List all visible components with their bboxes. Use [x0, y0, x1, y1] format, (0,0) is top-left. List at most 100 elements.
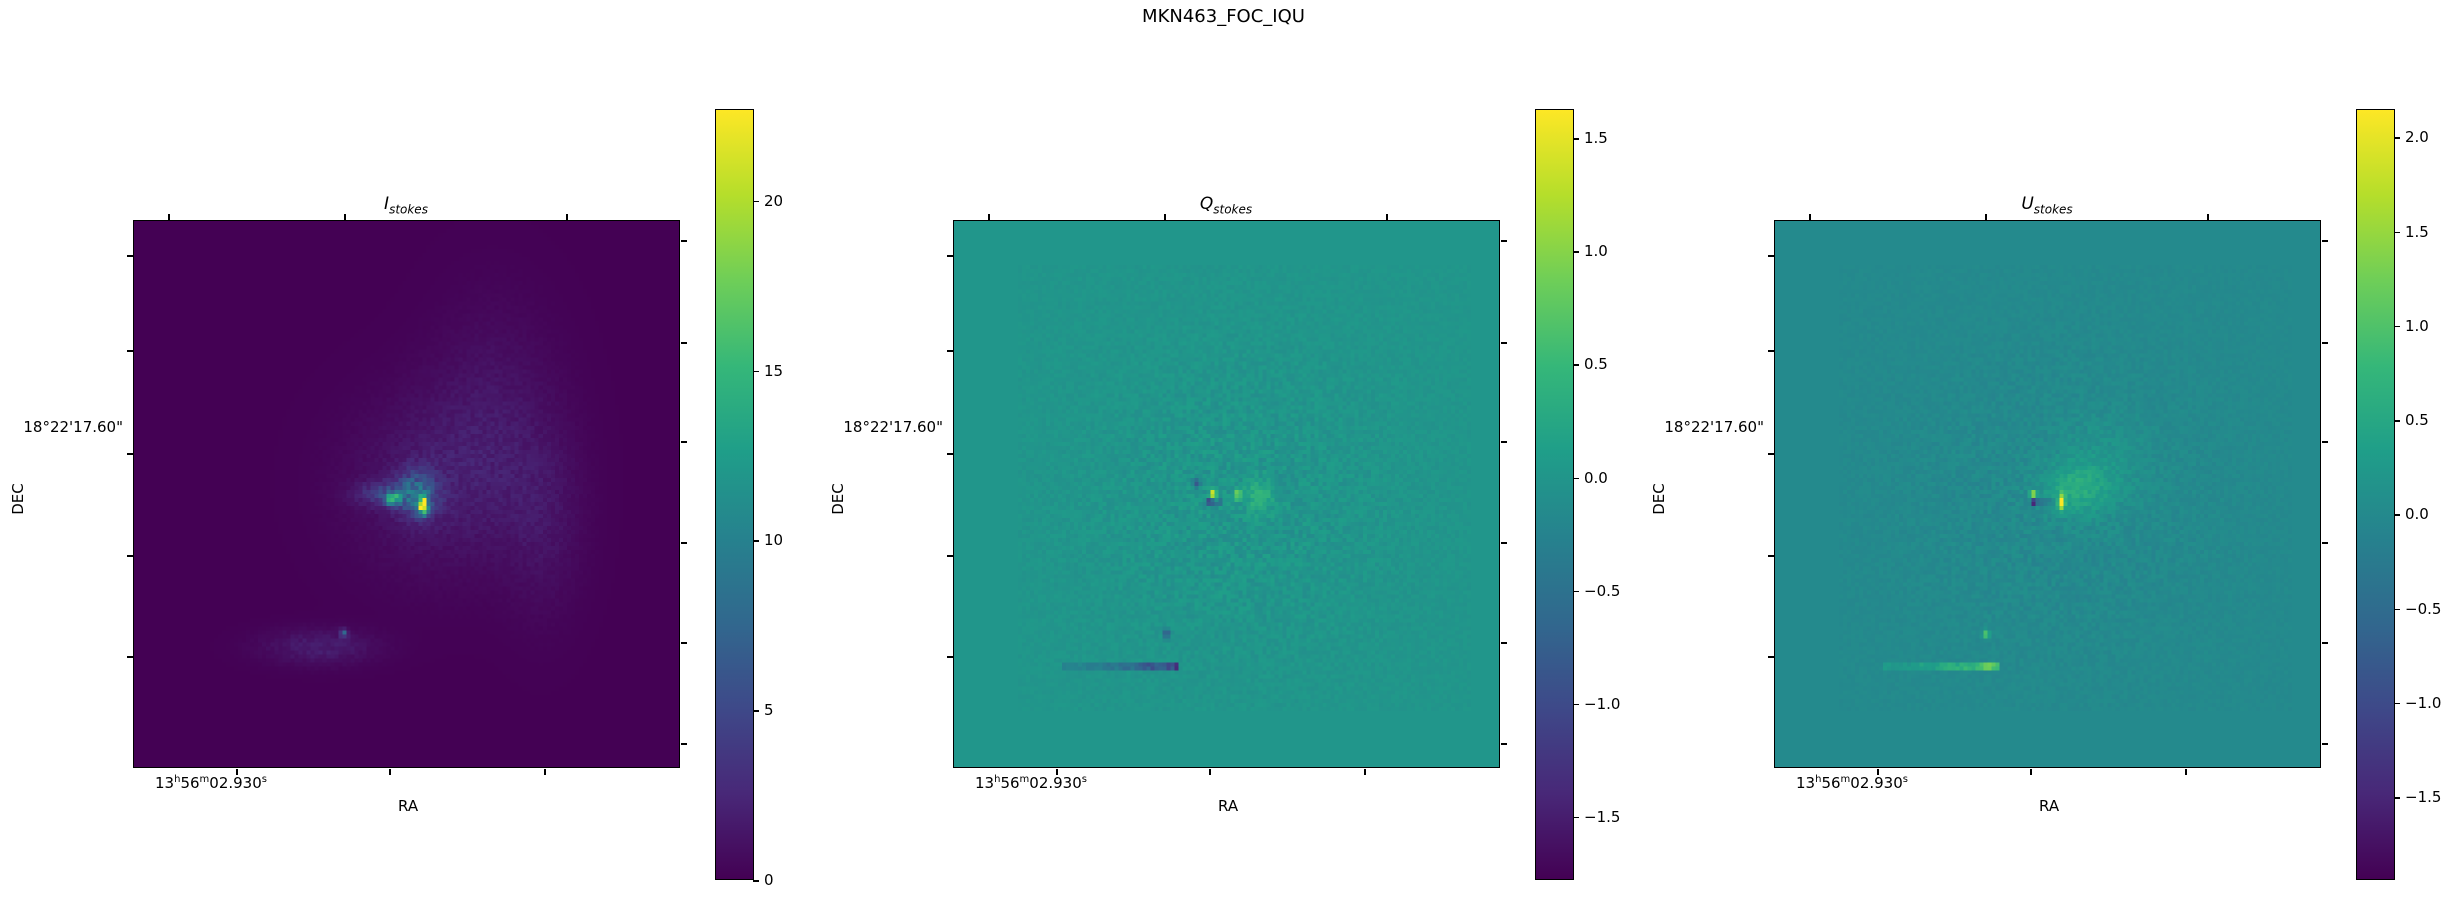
dec-tick-left	[947, 453, 953, 455]
image-axes[interactable]	[127, 214, 687, 775]
stokes-image[interactable]	[954, 221, 1499, 767]
colorbar-tick-label: 20	[764, 191, 784, 210]
colorbar-tick	[1573, 364, 1579, 366]
colorbar-tick	[1573, 703, 1579, 706]
colorbar-tick-label: −1.5	[2405, 788, 2442, 807]
dec-tick-right	[1501, 542, 1507, 544]
colorbar-tick	[2394, 231, 2400, 234]
colorbar-tick	[2394, 797, 2400, 799]
colorbar-tick-label: 10	[764, 531, 784, 550]
ra-tick-top	[1386, 214, 1388, 220]
panel-title: Ustokes	[1897, 194, 2197, 216]
ra-tick-top	[344, 214, 346, 220]
dec-tick-right	[1501, 642, 1507, 644]
dec-tick-right	[2322, 642, 2328, 644]
stokes-image[interactable]	[1775, 221, 2320, 767]
ra-tick-bottom	[1364, 769, 1366, 775]
colorbar-tick	[2394, 702, 2400, 705]
dec-tick-left	[947, 656, 953, 658]
panel-title-sub: stokes	[1213, 202, 1253, 217]
dec-tick-left	[127, 656, 133, 658]
ra-tick-bottom	[1209, 769, 1211, 775]
ra-tick-bottom	[389, 769, 391, 775]
colorbar-tick	[1573, 251, 1579, 253]
ra-tick-top	[1985, 214, 1987, 220]
colorbar: 0 5 10 15 20	[715, 109, 783, 889]
ra-tick-bottom	[544, 769, 546, 775]
dec-tick-left	[127, 350, 133, 352]
panel-title: Istokes	[256, 194, 556, 216]
colorbar-tick	[753, 540, 759, 542]
panel-title-base: I	[384, 194, 390, 214]
dec-tick-right	[2322, 342, 2328, 344]
ra-tick-top	[2207, 214, 2209, 220]
colorbar-tick	[1573, 590, 1579, 593]
panel-title-base: U	[2021, 194, 2034, 214]
panel-title-sub: stokes	[2033, 202, 2073, 217]
colorbar-tick	[2394, 420, 2400, 422]
dec-tick-right	[1501, 743, 1507, 745]
colorbar-tick-label: 1.0	[1584, 242, 1608, 261]
dec-tick-left	[1768, 350, 1774, 352]
colorbar-tick-label: −1.0	[1584, 694, 1621, 713]
dec-tick-label: 18°22'17.60"	[1664, 418, 1764, 436]
dec-tick-left	[947, 555, 953, 557]
ra-tick-top	[168, 214, 170, 220]
colorbar-tick-label: 5	[764, 701, 774, 720]
dec-tick-right	[1501, 342, 1507, 344]
colorbar-tick-label: −0.5	[1584, 581, 1621, 600]
colorbar-tick	[753, 710, 759, 712]
dec-tick-right	[1501, 441, 1507, 443]
ra-tick-label: 13h56m02.930s	[975, 774, 1087, 792]
colorbar-tick-label: 1.5	[1584, 129, 1608, 148]
ra-tick-top	[1809, 214, 1811, 220]
dec-tick-left	[947, 255, 953, 257]
image-axes[interactable]	[1768, 214, 2328, 775]
dec-tick-right	[2322, 743, 2328, 745]
colorbar-tick-label: 0.5	[2405, 411, 2429, 430]
dec-tick-left	[1768, 453, 1774, 455]
dec-tick-label: 18°22'17.60"	[23, 418, 123, 436]
dec-tick-right	[1501, 240, 1507, 242]
colorbar-tick	[2394, 514, 2400, 516]
colorbar-tick-label: 1.5	[2405, 222, 2429, 241]
ra-tick-bottom	[1056, 769, 1058, 775]
ra-tick-bottom	[1877, 769, 1879, 775]
image-axes[interactable]	[947, 214, 1507, 775]
colorbar-tick-label: 0.0	[2405, 505, 2429, 524]
dec-tick-left	[1768, 255, 1774, 257]
colorbar-tick	[2394, 137, 2400, 139]
colorbar-tick	[1573, 477, 1579, 480]
dec-tick-right	[681, 743, 687, 745]
dec-tick-left	[1768, 656, 1774, 658]
dec-axis-label: DEC	[1649, 483, 1668, 515]
colorbar-tick-label: −1.0	[2405, 693, 2442, 712]
dec-tick-left	[127, 453, 133, 455]
panel-title-base: Q	[1199, 194, 1214, 214]
dec-tick-left	[127, 555, 133, 557]
stokes-image[interactable]	[134, 221, 679, 767]
colorbar-tick	[2394, 325, 2400, 328]
ra-axis-label: RA	[398, 797, 419, 815]
ra-tick-label: 13h56m02.930s	[155, 774, 267, 792]
colorbar-tick-label: 15	[764, 361, 784, 380]
dec-tick-right	[681, 542, 687, 544]
ra-tick-bottom	[236, 769, 238, 775]
colorbar-tick-label: −0.5	[2405, 599, 2442, 618]
dec-tick-label: 18°22'17.60"	[843, 418, 943, 436]
ra-tick-top	[1164, 214, 1166, 220]
colorbar-tick-label: 0.0	[1584, 468, 1608, 487]
ra-tick-bottom	[2030, 769, 2032, 775]
colorbar-tick-label: 2.0	[2405, 128, 2429, 147]
colorbar-tick	[1573, 816, 1579, 819]
dec-tick-right	[681, 342, 687, 344]
figure-title: MKN463_FOC_IQU	[1142, 6, 1305, 27]
colorbar-tick	[1573, 138, 1579, 140]
colorbar-tick	[753, 200, 759, 203]
ra-tick-bottom	[2185, 769, 2187, 775]
ra-tick-label: 13h56m02.930s	[1796, 774, 1908, 792]
colorbar-tick	[2394, 608, 2400, 611]
dec-tick-right	[2322, 542, 2328, 544]
dec-tick-left	[127, 255, 133, 257]
ra-axis-label: RA	[2039, 797, 2060, 815]
